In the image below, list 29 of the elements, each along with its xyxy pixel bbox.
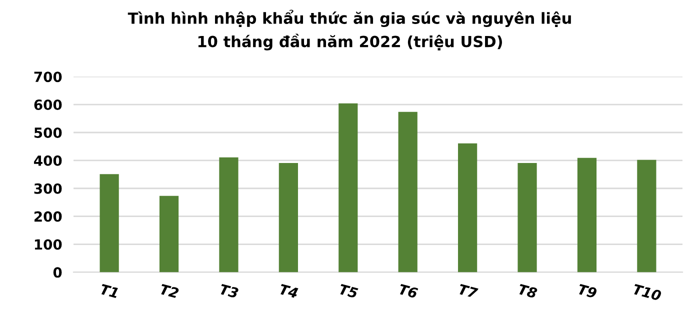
y-tick-label: 0 (53, 267, 62, 278)
y-tick-label: 400 (34, 155, 62, 166)
y-tick-label: 500 (34, 127, 62, 138)
y-tick-label: 700 (34, 72, 62, 82)
y-tick-label: 200 (34, 211, 62, 222)
x-tick-label: T2 (159, 284, 180, 298)
bar (398, 112, 418, 272)
bar (278, 162, 298, 272)
x-tick-label: T9 (577, 284, 598, 299)
x-tick-label: T1 (100, 284, 119, 298)
y-tick-label: 600 (34, 100, 62, 110)
bar (458, 143, 478, 272)
y-tick-label: 300 (34, 183, 62, 194)
bar (159, 196, 179, 272)
chart-title: Tình hình nhập khẩu thức ăn gia súc và nguyên liệu 10 tháng đầu năm 2022 (triệu USD) (128, 10, 571, 50)
x-tick-label: T4 (278, 284, 298, 298)
x-tick-label: T8 (518, 284, 538, 299)
bar (100, 174, 119, 272)
bar (577, 158, 597, 272)
x-tick-label: T5 (338, 284, 358, 298)
x-tick-label: T10 (632, 284, 662, 302)
x-tick-label: T7 (458, 284, 478, 298)
x-tick-label: T6 (398, 284, 418, 299)
bar (637, 160, 656, 272)
x-tick-label: T3 (219, 284, 239, 298)
bar (219, 157, 238, 272)
y-tick-label: 100 (34, 239, 62, 250)
bar (518, 162, 537, 272)
bar (338, 103, 358, 272)
